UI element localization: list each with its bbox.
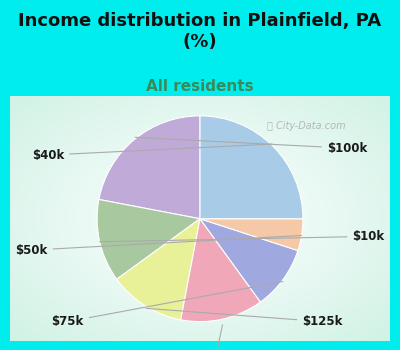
Wedge shape [97,199,200,279]
Text: $10k: $10k [100,230,385,243]
Text: $40k: $40k [32,144,272,162]
Text: $50k: $50k [15,236,302,257]
Text: $100k: $100k [135,137,367,155]
Text: ⓘ City-Data.com: ⓘ City-Data.com [267,121,346,131]
Wedge shape [99,116,200,219]
Text: Income distribution in Plainfield, PA
(%): Income distribution in Plainfield, PA (%… [18,12,382,51]
Text: $75k: $75k [52,281,283,328]
Text: $125k: $125k [146,308,343,328]
Wedge shape [200,219,303,251]
Text: All residents: All residents [146,79,254,94]
Wedge shape [200,116,303,219]
Wedge shape [117,219,200,320]
Wedge shape [200,219,298,302]
Wedge shape [181,219,260,322]
Text: $60k: $60k [196,325,228,350]
